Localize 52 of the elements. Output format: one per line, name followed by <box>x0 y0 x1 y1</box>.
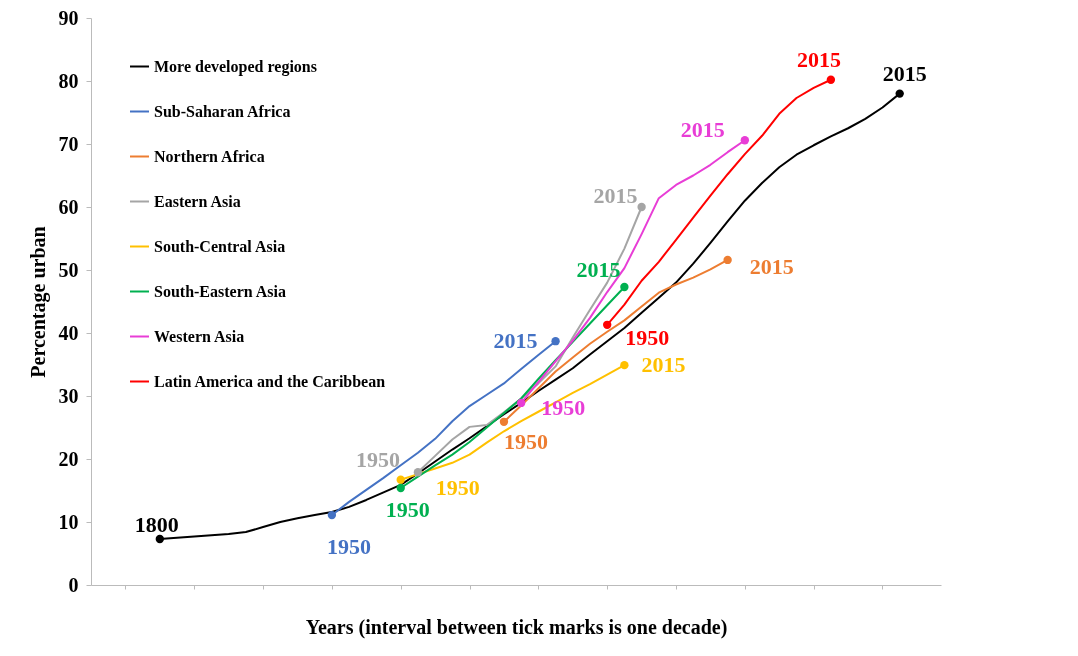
y-tick-label: 70 <box>58 132 79 155</box>
y-axis-title: Percentage urban <box>26 226 50 378</box>
point <box>516 398 526 408</box>
point <box>620 282 629 292</box>
y-tick-label: 60 <box>58 195 79 218</box>
y-tick-label: 50 <box>58 258 79 281</box>
legend-label: More developed regions <box>154 57 317 76</box>
legend-label: Eastern Asia <box>154 192 241 210</box>
point <box>155 534 165 544</box>
y-tick-label: 90 <box>58 6 79 29</box>
point <box>413 468 423 477</box>
annotation: 1950 <box>355 447 400 473</box>
legend-label: Sub-Saharan Africa <box>154 102 291 120</box>
point <box>499 417 509 426</box>
point <box>740 136 750 145</box>
annotation: 1800 <box>134 512 179 538</box>
annotation: 1950 <box>326 534 371 560</box>
annotation: 2015 <box>593 183 638 208</box>
point <box>826 75 836 84</box>
legend-label: Western Asia <box>154 327 245 345</box>
point <box>620 360 629 370</box>
y-tick-label: 80 <box>58 69 79 92</box>
annotation: 1950 <box>625 324 670 350</box>
point <box>396 475 405 484</box>
point <box>327 510 337 520</box>
annotation: 1950 <box>435 474 480 500</box>
annotation: 1950 <box>503 428 548 454</box>
point <box>551 337 560 346</box>
y-tick-label: 0 <box>68 573 79 596</box>
legend-label: South-Eastern Asia <box>154 282 287 300</box>
y-tick-label: 40 <box>58 321 79 344</box>
point <box>723 255 732 265</box>
point <box>895 89 904 98</box>
point <box>637 202 646 212</box>
y-tick-label: 20 <box>58 447 79 470</box>
legend-label: Northern Africa <box>154 147 265 165</box>
y-tick-label: 10 <box>58 510 79 533</box>
annotation: 2015 <box>680 117 725 143</box>
annotation: 2015 <box>796 46 841 72</box>
annotation: 2015 <box>641 352 686 378</box>
point <box>603 320 612 329</box>
x-axis-title: Years (interval between tick marks is one decade) <box>305 615 728 639</box>
annotation: 1950 <box>385 496 430 522</box>
annotation: 1950 <box>541 394 586 420</box>
point <box>396 483 405 493</box>
legend-label: Latin America and the Caribbean <box>154 372 386 390</box>
annotation: 2015 <box>576 257 621 283</box>
annotation: 2015 <box>493 328 538 354</box>
annotation: 2015 <box>749 253 794 279</box>
annotation: 2015 <box>882 60 927 86</box>
y-tick-label: 30 <box>58 384 79 407</box>
legend-label: South-Central Asia <box>154 237 286 255</box>
